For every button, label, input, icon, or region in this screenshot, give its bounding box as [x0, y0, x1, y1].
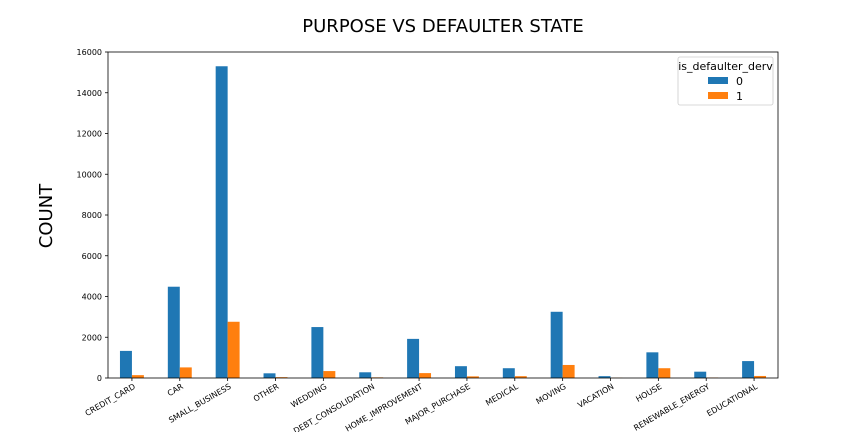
bar-other-series-1 — [275, 377, 288, 378]
bar-medical-series-0 — [502, 368, 515, 378]
bar-credit-card-series-0 — [119, 350, 132, 378]
y-tick-label: 16000 — [77, 48, 102, 57]
bar-house-series-0 — [646, 352, 659, 378]
bar-wedding-series-0 — [311, 327, 324, 378]
bar-car-series-1 — [179, 367, 192, 378]
bar-educational-series-1 — [754, 375, 767, 378]
bar-home-improvement-series-1 — [419, 373, 432, 378]
chart-title: PURPOSE VS DEFAULTER STATE — [302, 16, 583, 37]
legend-swatch-1 — [708, 92, 728, 99]
legend-swatch-0 — [708, 77, 728, 84]
x-tick-label: MOVING — [534, 382, 567, 406]
bar-small-business-series-1 — [227, 321, 240, 378]
y-tick-label: 6000 — [82, 252, 102, 261]
bar-educational-series-0 — [742, 361, 755, 378]
y-tick-label: 2000 — [82, 333, 102, 342]
bar-debt-consolidation-series-0 — [359, 372, 372, 378]
x-tick-label: OTHER — [252, 382, 281, 404]
x-tick-label: HOUSE — [634, 382, 663, 404]
x-tick-label: WEDDING — [289, 382, 328, 410]
y-tick-label: 14000 — [77, 89, 102, 98]
bar-major-purchase-series-0 — [454, 366, 467, 378]
bar-house-series-1 — [658, 368, 671, 378]
bar-medical-series-1 — [514, 376, 527, 378]
y-tick-label: 12000 — [77, 130, 102, 139]
bar-home-improvement-series-0 — [407, 338, 420, 378]
bar-moving-series-1 — [562, 364, 575, 378]
bar-wedding-series-1 — [323, 371, 336, 378]
x-tick-label: CAR — [166, 382, 185, 398]
y-tick-label: 8000 — [82, 211, 102, 220]
bar-credit-card-series-1 — [131, 375, 144, 378]
legend-label-1: 1 — [736, 90, 743, 103]
bar-major-purchase-series-1 — [466, 376, 479, 378]
x-tick-label: EDUCATIONAL — [705, 382, 759, 419]
y-axis-ticks: 0 2000 4000 6000 8000 10000 12000 14000 16000 — [77, 48, 108, 383]
y-tick-label: 4000 — [82, 293, 102, 302]
legend-title: is_defaulter_derv — [678, 60, 773, 73]
y-axis-label: COUNT — [36, 183, 57, 248]
bar-moving-series-0 — [550, 311, 563, 378]
bar-renewable-energy-series-0 — [694, 371, 707, 378]
y-tick-label: 10000 — [77, 170, 102, 179]
plot-frame — [107, 51, 779, 379]
y-tick-label: 0 — [97, 374, 102, 383]
bars-group — [119, 66, 767, 378]
x-tick-label: CREDIT_CARD — [84, 382, 137, 418]
x-tick-label: HOME_IMPROVEMENT — [344, 382, 424, 432]
bar-vacation-series-0 — [598, 376, 611, 378]
legend-label-0: 0 — [736, 75, 743, 88]
bar-small-business-series-0 — [215, 66, 228, 378]
bar-car-series-0 — [167, 286, 180, 378]
legend: is_defaulter_derv 0 1 — [677, 56, 774, 106]
x-tick-label: VACATION — [576, 382, 615, 410]
x-tick-label: MEDICAL — [484, 382, 520, 408]
bar-other-series-0 — [263, 373, 276, 378]
